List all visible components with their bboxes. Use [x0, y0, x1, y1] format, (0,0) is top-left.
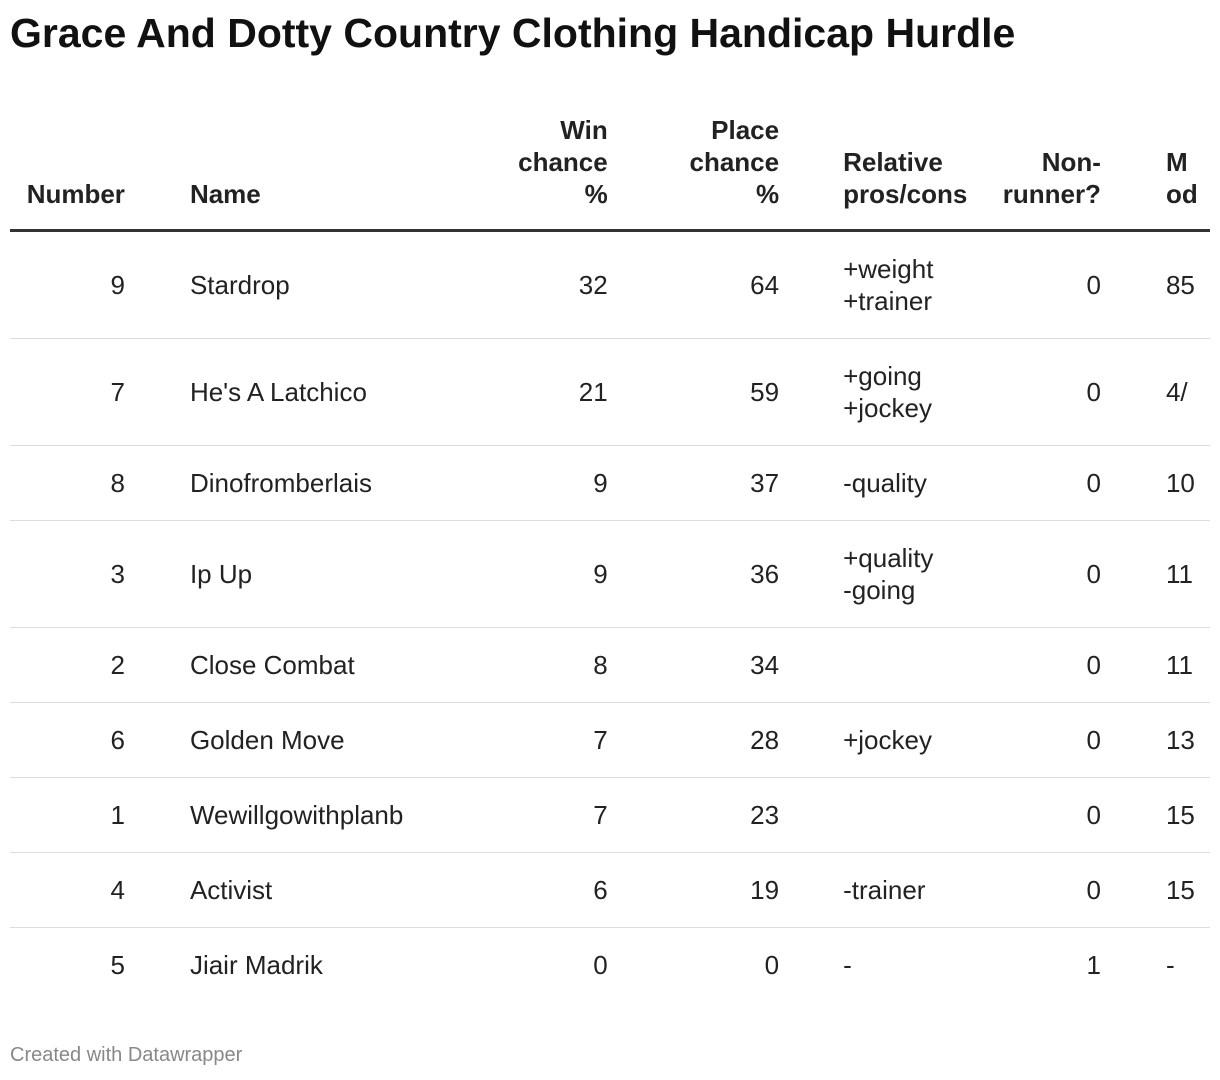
- table-cell: +quality -going: [779, 520, 936, 628]
- table-cell: 7: [10, 338, 125, 446]
- table-cell: 0: [935, 445, 1101, 521]
- table-cell: 2: [10, 627, 125, 703]
- table-cell: 32: [459, 230, 608, 339]
- table-cell: Ip Up: [124, 520, 460, 628]
- table-cell: 4/: [1100, 338, 1210, 446]
- table-cell: -trainer: [779, 852, 936, 928]
- table-cell: 0: [935, 338, 1101, 446]
- table-cell: 8: [459, 627, 608, 703]
- table-cell: Wewillgowithplanb: [124, 777, 460, 853]
- table-cell: 0: [935, 777, 1101, 853]
- table-cell: 64: [607, 230, 780, 339]
- table-row: 2 Close Combat 8 34 0 11: [10, 627, 1210, 703]
- column-header: M od: [1100, 114, 1210, 232]
- table-cell: 1: [1086, 950, 1101, 980]
- column-header: Win chance %: [459, 114, 608, 232]
- table-cell: 6: [10, 702, 125, 778]
- table-cell: Close Combat: [124, 627, 460, 703]
- table-cell: Jiair Madrik: [189, 950, 323, 980]
- table-cell: +weight +trainer: [779, 230, 936, 339]
- table-cell: 9: [10, 230, 125, 339]
- table-cell: 37: [607, 445, 780, 521]
- table-cell: 85: [1100, 230, 1210, 339]
- table-cell: 9: [459, 445, 608, 521]
- table-cell: 0: [764, 950, 780, 980]
- column-header: Place chance %: [607, 114, 780, 232]
- table-cell: 4: [10, 852, 125, 928]
- table-cell: 10: [1100, 445, 1210, 521]
- table-body: 9 Stardrop 32 64 +weight +trainer 0 85 7 He's A …: [10, 230, 1210, 1003]
- column-header: Relative pros/cons: [779, 114, 967, 232]
- table-cell: 23: [607, 777, 780, 853]
- table-cell: Stardrop: [124, 230, 460, 339]
- table-row: 5 Jiair Madrik 0 0 - 1 -: [10, 928, 1210, 1003]
- table-cell: 8: [10, 445, 125, 521]
- table-cell: [779, 777, 936, 853]
- table: Number Name Win chance % Place chance % Rela…: [10, 114, 1210, 1002]
- table-cell: 0: [935, 702, 1101, 778]
- table-row: 6 Golden Move 7 28 +jockey 0 13: [10, 702, 1210, 778]
- table-cell: 0: [935, 230, 1101, 339]
- table-cell: 6: [459, 852, 608, 928]
- table-cell: 9: [459, 520, 608, 628]
- table-row: 3 Ip Up 9 36 +quality -going 0 11: [10, 520, 1210, 628]
- credit: Created with Datawrapper: [10, 1044, 243, 1066]
- table-cell: 36: [607, 520, 780, 628]
- table-cell: 34: [607, 627, 780, 703]
- table-cell: -: [843, 950, 852, 980]
- table-row: 4 Activist 6 19 -trainer 0 15: [10, 852, 1210, 928]
- table-cell: 21: [459, 338, 608, 446]
- table-cell: 7: [459, 777, 608, 853]
- table-cell: 0: [935, 852, 1101, 928]
- table-cell: He's A Latchico: [124, 338, 460, 446]
- table-row: 8 Dinofromberlais 9 37 -quality 0 10: [10, 445, 1210, 521]
- table-row: 7 He's A Latchico 21 59 +going +jockey 0 4/: [10, 338, 1210, 446]
- title: Grace And Dotty Country Clothing Handica…: [10, 10, 1016, 56]
- column-header: Number: [10, 114, 125, 232]
- table-cell: Dinofromberlais: [124, 445, 460, 521]
- column-header: Name: [124, 114, 460, 232]
- table-cell: 59: [607, 338, 780, 446]
- table-row: 9 Stardrop 32 64 +weight +trainer 0 85: [10, 230, 1210, 339]
- table-row: 1 Wewillgowithplanb 7 23 0 15: [10, 777, 1210, 853]
- table-cell: -: [1165, 950, 1175, 980]
- table-cell: 15: [1100, 777, 1210, 853]
- table-cell: +jockey: [779, 702, 936, 778]
- table-cell: 5: [110, 950, 125, 980]
- table-cell: Golden Move: [124, 702, 460, 778]
- table-container: Number Name Win chance % Place chance % Rela…: [10, 114, 1210, 1002]
- header-row: Number Name Win chance % Place chance % Rela…: [10, 114, 1210, 232]
- table-cell: 19: [607, 852, 780, 928]
- table-cell: Activist: [124, 852, 460, 928]
- table-cell: +going +jockey: [779, 338, 936, 446]
- table-cell: 0: [935, 520, 1101, 628]
- table-cell: 7: [459, 702, 608, 778]
- table-cell: 11: [1100, 520, 1210, 628]
- table-cell: 28: [607, 702, 780, 778]
- table-cell: 11: [1100, 627, 1210, 703]
- table-cell: 0: [593, 950, 608, 980]
- table-cell: 1: [10, 777, 125, 853]
- column-header: Non- runner?: [935, 114, 1101, 232]
- table-cell: -quality: [779, 445, 936, 521]
- table-cell: 3: [10, 520, 125, 628]
- table-cell: 0: [935, 627, 1101, 703]
- table-cell: 15: [1100, 852, 1210, 928]
- table-cell: [779, 627, 936, 703]
- table-cell: 13: [1100, 702, 1210, 778]
